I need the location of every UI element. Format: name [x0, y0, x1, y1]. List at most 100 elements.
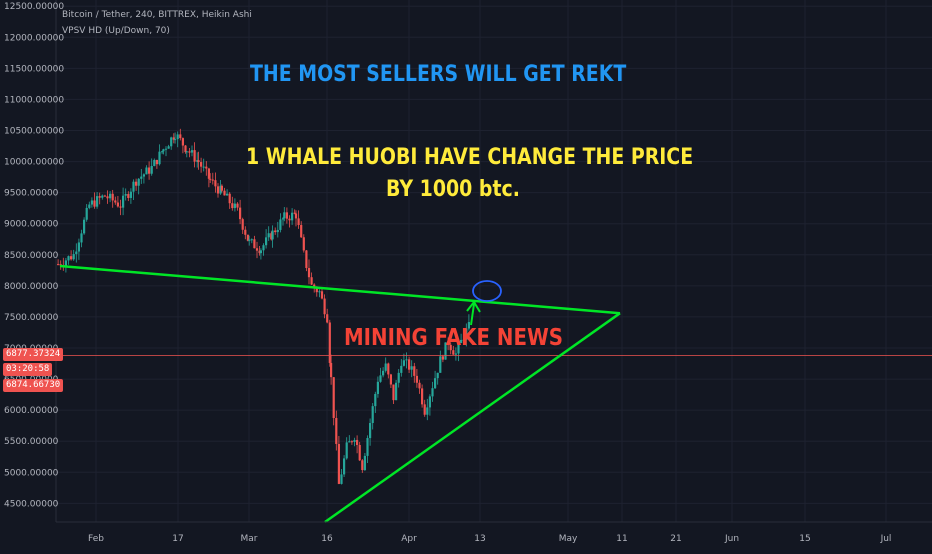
x-tick-label: Mar — [241, 534, 258, 544]
candle-body — [172, 137, 175, 140]
candle-body — [132, 181, 135, 192]
y-tick-label: 10500.00000 — [4, 127, 64, 137]
candle-body — [202, 166, 205, 168]
candle-body — [265, 237, 268, 246]
x-axis: Feb 17 Mar 16 Apr 13 May 11 21 Jun 15 Jul — [56, 521, 932, 544]
grid-layer — [56, 0, 932, 522]
candle-body — [137, 178, 140, 186]
candle-body — [162, 149, 165, 152]
candle-body — [423, 404, 426, 415]
candle-body — [72, 254, 75, 260]
candle-body — [428, 396, 431, 408]
price-tag-countdown: 03:20:58 — [3, 363, 53, 376]
candle-body — [80, 233, 83, 243]
candle-body — [447, 342, 450, 345]
candle-body — [297, 218, 300, 226]
candles-layer — [57, 128, 470, 485]
y-tick-label: 5500.00000 — [4, 437, 59, 447]
candle-body — [145, 167, 148, 175]
candle-body — [77, 242, 80, 252]
candle-body — [366, 438, 369, 456]
y-tick-label: 12000.00000 — [4, 33, 64, 43]
candle-body — [318, 291, 321, 293]
candle-body — [376, 381, 379, 394]
candle-body — [205, 166, 208, 169]
candle-body — [379, 375, 382, 382]
candle-body — [328, 322, 331, 363]
y-tick-label: 8500.00000 — [4, 251, 59, 261]
candle-body — [460, 339, 463, 343]
overlay-layer — [56, 264, 932, 524]
candle-body — [200, 162, 203, 167]
candle-body — [281, 218, 285, 220]
candle-body — [410, 366, 413, 370]
candle-body — [176, 134, 179, 140]
candle-body — [350, 441, 353, 443]
y-axis: 4500.00000 5000.00000 5500.00000 6000.00000… — [0, 0, 64, 550]
candle-body — [358, 444, 361, 461]
resistance-trendline — [59, 264, 621, 315]
candle-body — [85, 207, 88, 220]
candle-body — [231, 203, 234, 209]
candle-body — [405, 359, 408, 361]
candle-body — [119, 206, 122, 208]
candle-body — [465, 328, 468, 340]
candle-body — [75, 251, 78, 255]
candle-body — [302, 237, 305, 251]
candle-body — [413, 366, 416, 376]
candle-body — [197, 160, 200, 163]
candle-body — [239, 207, 242, 220]
annotation-fake-news: MINING FAKE NEWS — [344, 325, 564, 351]
candle-body — [279, 219, 282, 230]
candle-body — [106, 196, 109, 199]
candle-body — [255, 248, 259, 251]
candle-body — [439, 356, 442, 373]
candle-body — [315, 288, 318, 293]
candle-body — [142, 174, 145, 177]
candle-body — [111, 193, 114, 201]
candle-body — [241, 219, 244, 230]
candle-body — [167, 146, 170, 149]
candle-body — [462, 339, 465, 341]
candle-body — [323, 298, 326, 315]
y-tick-label: 8000.00000 — [4, 282, 59, 292]
candle-body — [148, 167, 151, 174]
candle-body — [449, 344, 452, 351]
chart-legend-indicator: VPSV HD (Up/Down, 70) — [62, 26, 170, 36]
candle-body — [330, 362, 333, 378]
candle-body — [248, 239, 251, 241]
candle-body — [259, 250, 262, 254]
candle-body — [345, 442, 348, 459]
candle-body — [369, 423, 372, 439]
annotation-btc: BY 1000 btc. — [386, 177, 520, 202]
y-tick-label: 9500.00000 — [4, 189, 59, 199]
candle-body — [88, 204, 91, 208]
candle-body — [434, 378, 437, 389]
candle-body — [220, 185, 223, 191]
candle-body — [193, 150, 196, 162]
candle-body — [90, 200, 93, 205]
candle-body — [418, 382, 421, 389]
chart-legend-title: Bitcoin / Tether, 240, BITTREX, Heikin A… — [62, 10, 252, 20]
candle-body — [170, 137, 173, 147]
candle-body — [190, 150, 194, 153]
candle-body — [127, 194, 130, 198]
candle-body — [431, 388, 434, 397]
candle-body — [214, 180, 217, 187]
annotation-whale: 1 WHALE HUOBI HAVE CHANGE THE PRICE — [246, 145, 694, 170]
candle-body — [452, 350, 455, 355]
candle-body — [164, 148, 168, 150]
candle-body — [441, 356, 444, 360]
price-tag-close: 6874.66730 — [3, 379, 64, 392]
candle-body — [216, 186, 220, 194]
candle-body — [332, 377, 335, 419]
y-tick-label: 9000.00000 — [4, 220, 59, 230]
candle-body — [408, 359, 411, 370]
candle-body — [181, 138, 184, 146]
x-tick-label: Jun — [724, 534, 739, 544]
candle-body — [397, 372, 400, 383]
candle-body — [454, 353, 457, 355]
x-tick-label: 13 — [474, 534, 485, 544]
